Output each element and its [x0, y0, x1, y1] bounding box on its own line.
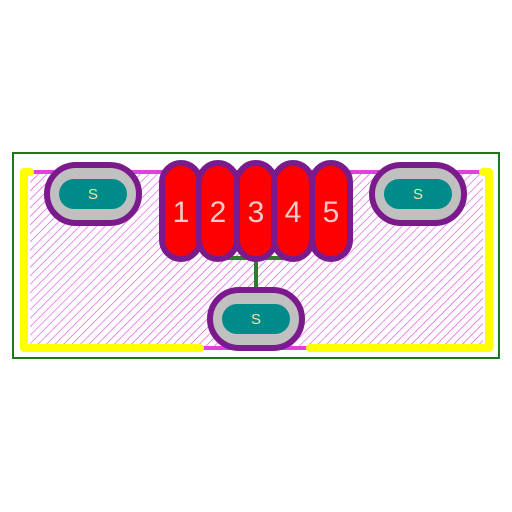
- silkscreen-left: [20, 168, 204, 352]
- signal-pad-label: 3: [248, 196, 265, 229]
- signal-pad-label: 2: [210, 196, 227, 229]
- signal-pad-2: 2: [196, 160, 240, 262]
- shield-pads: S S S: [44, 162, 467, 351]
- shield-pad-label: S: [251, 311, 261, 328]
- silkscreen-right: [306, 168, 493, 352]
- signal-pad-3: 3: [234, 160, 278, 262]
- board-outline: [12, 152, 500, 359]
- signal-pad-label: 1: [173, 196, 190, 229]
- silkscreen: [20, 168, 493, 352]
- signal-pad-copper: [309, 160, 353, 262]
- shield-pad-label: S: [88, 186, 98, 203]
- shield-pad-drill: [59, 179, 127, 209]
- signal-pad-5: 5: [309, 160, 353, 262]
- signal-pad-label: 4: [285, 196, 302, 229]
- signal-pad-1: 1: [159, 160, 203, 262]
- signal-pad-label: 5: [323, 196, 340, 229]
- shield-pad-1: S: [44, 162, 142, 226]
- shield-pad-2: S: [369, 162, 467, 226]
- shield-pad-drill: [222, 304, 290, 334]
- signal-pad-4: 4: [271, 160, 315, 262]
- shield-pad-label: S: [413, 186, 423, 203]
- shield-pad-drill: [384, 179, 452, 209]
- shield-pad-3: S: [207, 287, 305, 351]
